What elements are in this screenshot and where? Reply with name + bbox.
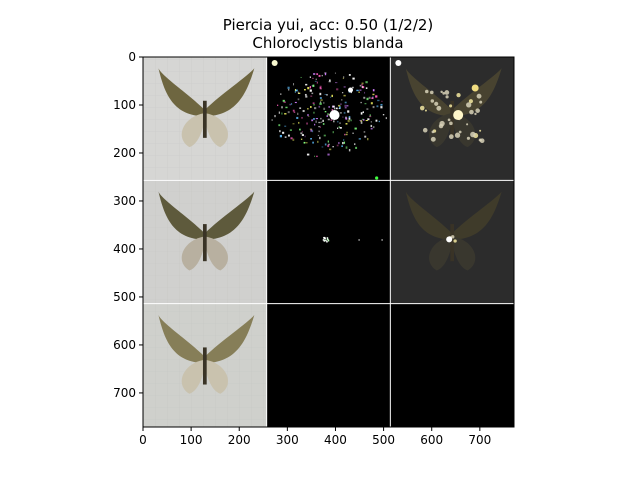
panel-r2c2 <box>390 303 514 427</box>
axes-frame <box>142 56 515 428</box>
y-tick-label: 400 <box>113 242 136 256</box>
y-tick-label: 100 <box>113 98 136 112</box>
y-tick-label: 300 <box>113 194 136 208</box>
y-tick-label: 200 <box>113 146 136 160</box>
panel-r1c1 <box>266 180 391 304</box>
y-tick-label: 700 <box>113 386 136 400</box>
x-tick-label: 500 <box>372 433 395 447</box>
x-tick-label: 100 <box>180 433 203 447</box>
x-tick-label: 200 <box>228 433 251 447</box>
x-tick-label: 400 <box>324 433 347 447</box>
panel-r0c2 <box>390 57 514 181</box>
chart-subtitle: Chloroclystis blanda <box>252 34 404 52</box>
panel-r0c1 <box>266 57 391 181</box>
x-tick-label: 300 <box>276 433 299 447</box>
panel-background <box>266 180 391 304</box>
x-tick-label: 600 <box>420 433 443 447</box>
y-tick-label: 500 <box>113 290 136 304</box>
y-tick-label: 0 <box>128 50 136 64</box>
x-tick-label: 700 <box>468 433 491 447</box>
chart-title: Piercia yui, acc: 0.50 (1/2/2) <box>222 16 434 34</box>
x-tick-label: 0 <box>139 433 147 447</box>
panel-r1c2 <box>390 180 514 304</box>
y-tick-label: 600 <box>113 338 136 352</box>
panel-r0c0 <box>143 57 267 181</box>
panel-r2c1 <box>266 303 391 427</box>
panel-background <box>390 303 514 427</box>
panel-r2c0 <box>143 303 267 427</box>
panel-background <box>266 303 391 427</box>
panel-r1c0 <box>143 180 267 304</box>
